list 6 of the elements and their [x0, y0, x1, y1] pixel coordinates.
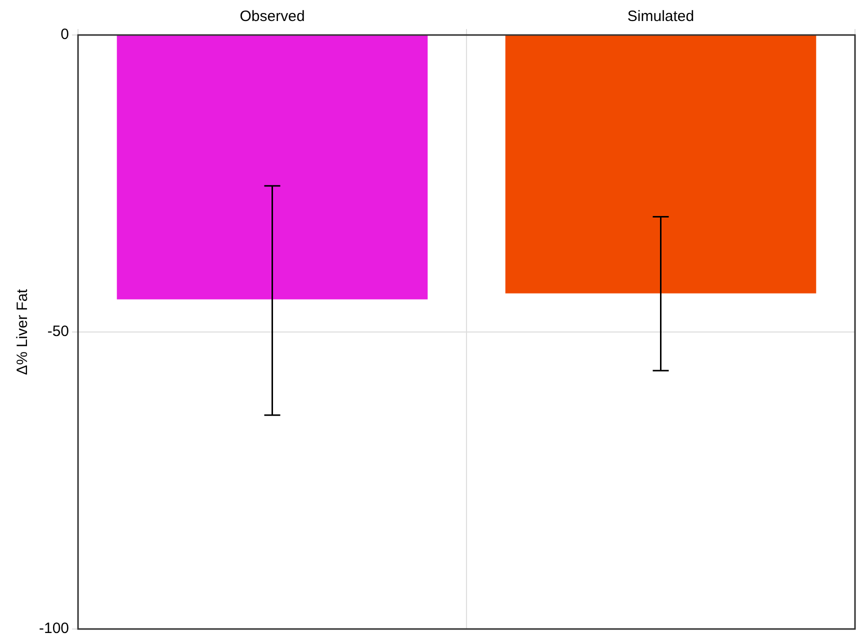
- y-axis-title: Δ% Liver Fat: [14, 288, 32, 375]
- x-tick-label: Simulated: [627, 8, 694, 26]
- y-tick-label: 0: [60, 26, 70, 44]
- y-tick-label: -50: [47, 323, 70, 340]
- x-tick-label: Observed: [240, 8, 305, 26]
- y-tick-label: -100: [38, 620, 70, 638]
